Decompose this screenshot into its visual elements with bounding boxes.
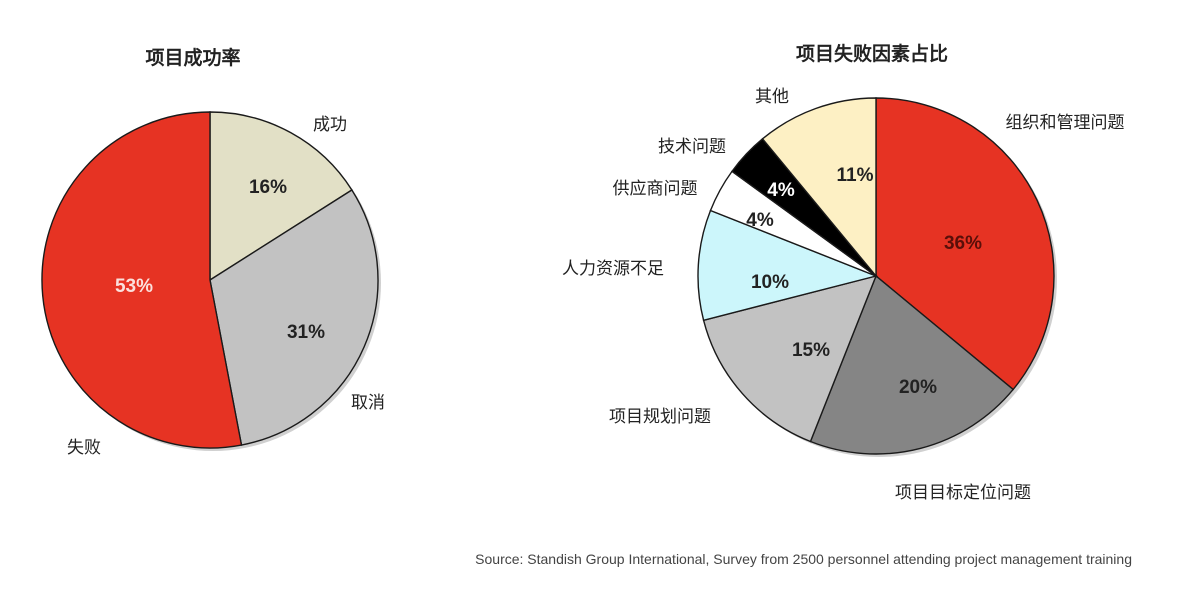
- slice-category-label: 技术问题: [658, 137, 726, 157]
- slice-value-label: 31%: [287, 322, 325, 343]
- slice-category-label: 成功: [313, 115, 347, 135]
- pie-slice: [809, 274, 1015, 455]
- slice-category-label: 其他: [755, 87, 789, 107]
- slice-value-label: 20%: [899, 377, 937, 398]
- slice-category-label: 人力资源不足: [562, 259, 664, 279]
- pie-slice: [761, 97, 877, 278]
- pie-slice: [702, 274, 878, 443]
- slice-category-label: 项目规划问题: [609, 407, 711, 427]
- pie-slice: [697, 209, 879, 322]
- slice-value-label: 36%: [944, 233, 982, 254]
- chart-1-title: 项目成功率: [145, 46, 240, 69]
- slice-value-label: 15%: [792, 340, 830, 361]
- slice-value-label: 10%: [751, 272, 789, 293]
- slice-value-label: 4%: [767, 180, 795, 201]
- chart-2-title: 项目失败因素占比: [796, 42, 948, 65]
- pie-slice: [209, 189, 379, 446]
- slice-category-label: 失败: [67, 438, 101, 458]
- slice-value-label: 4%: [746, 210, 774, 231]
- source-note: Source: Standish Group International, Su…: [475, 551, 1132, 567]
- slice-value-label: 16%: [249, 177, 287, 198]
- pie-slice: [41, 111, 243, 449]
- slice-category-label: 取消: [351, 393, 385, 413]
- slice-category-label: 供应商问题: [613, 179, 698, 199]
- pie-slice: [875, 97, 1055, 391]
- slice-category-label: 项目目标定位问题: [895, 483, 1031, 503]
- slice-value-label: 53%: [115, 276, 153, 297]
- slice-value-label: 11%: [837, 165, 874, 186]
- slice-category-label: 组织和管理问题: [1006, 113, 1125, 133]
- pie-slice: [209, 111, 353, 282]
